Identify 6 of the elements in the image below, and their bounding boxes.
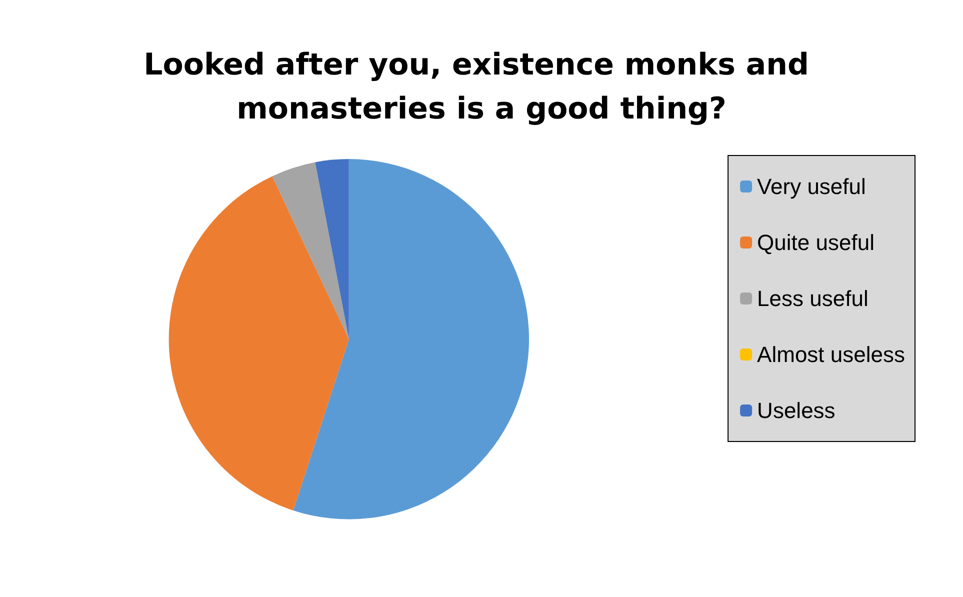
legend-label: Less useful — [757, 286, 868, 311]
legend-label: Almost useless — [757, 342, 906, 367]
legend-label: Quite useful — [757, 230, 874, 255]
chart-title: Looked after you, existence monks and monasteries is a good thing? — [144, 48, 820, 126]
legend-label: Useless — [757, 398, 836, 423]
legend-label: Very useful — [757, 174, 866, 199]
